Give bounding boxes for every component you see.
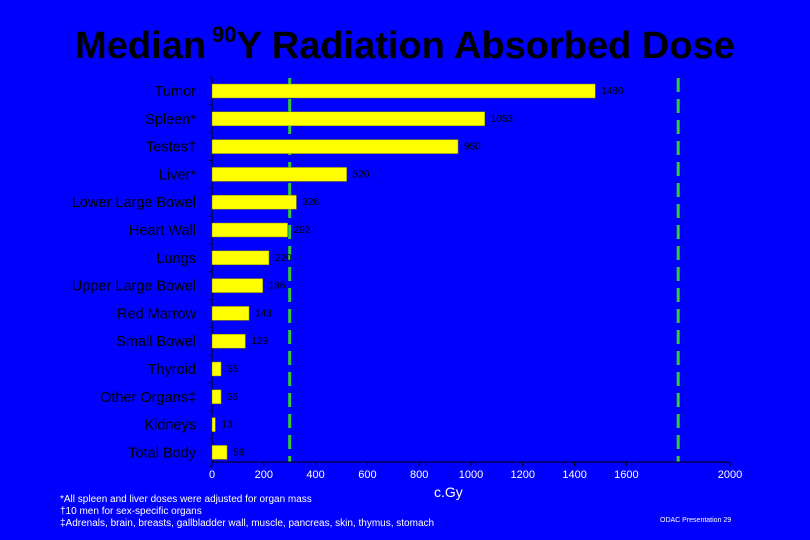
bar: [211, 445, 228, 460]
category-label: Lungs: [156, 251, 196, 267]
bar: [211, 361, 222, 377]
x-tick-label: 1400: [562, 469, 586, 481]
value-label: 35: [227, 392, 239, 403]
category-label: Other Organs‡: [100, 390, 196, 406]
x-tick-label: 800: [410, 469, 428, 481]
bar: [211, 417, 216, 432]
category-label: Upper Large Bowel: [72, 279, 196, 295]
bar: [211, 278, 264, 293]
value-label: 58: [233, 447, 245, 458]
footnotes: *All spleen and liver doses were adjuste…: [60, 494, 434, 530]
title-prefix: Median: [75, 25, 207, 67]
value-label: 196: [269, 281, 286, 292]
x-tick-label: 1200: [511, 469, 535, 481]
category-label: Total Body: [128, 445, 196, 461]
value-label: 1480: [601, 86, 624, 97]
presentation-footer: ODAC Presentation 29: [660, 517, 732, 524]
bar: [211, 250, 270, 266]
x-tick-label: 600: [358, 469, 376, 481]
category-label: Kidneys: [144, 418, 196, 434]
bar: [211, 222, 288, 238]
value-label: 326: [302, 197, 319, 208]
category-label: Spleen*: [145, 112, 196, 128]
category-label: Small Bowel: [116, 334, 196, 350]
value-label: 520: [353, 169, 370, 180]
footnote-1: *All spleen and liver doses were adjuste…: [60, 494, 312, 505]
x-tick-label: 0: [209, 469, 215, 481]
x-tick-label: 1600: [614, 469, 638, 481]
category-label: Testes†: [146, 140, 196, 156]
value-label: 13: [221, 420, 233, 431]
category-label: Heart Wall: [129, 223, 196, 239]
value-label: 950: [464, 142, 481, 153]
title-superscript: 90: [212, 22, 237, 47]
footnote-2: †10 men for sex-specific organs: [60, 506, 202, 517]
x-tick-label: 200: [255, 469, 273, 481]
bar: [211, 333, 246, 349]
bar: [211, 83, 596, 99]
bar: [211, 111, 485, 127]
category-label: Lower Large Bowel: [72, 195, 196, 211]
value-label: 129: [251, 336, 268, 347]
x-tick-label: 2000: [718, 469, 742, 481]
x-tick-label: 1000: [459, 469, 483, 481]
value-label: 1053: [491, 114, 514, 125]
title-suffix: Y Radiation Absorbed Dose: [236, 25, 735, 67]
value-label: 292: [294, 225, 311, 236]
x-axis-label: c.Gy: [434, 484, 463, 500]
value-label: 35: [227, 364, 239, 375]
value-label: 220: [275, 253, 292, 264]
bar: [211, 306, 250, 321]
category-label: Thyroid: [148, 362, 196, 378]
bar: [211, 194, 297, 210]
bar: [211, 389, 222, 405]
bar: [211, 167, 347, 182]
value-label: 143: [255, 308, 272, 319]
category-label: Tumor: [155, 84, 197, 100]
bar: [211, 139, 459, 154]
footnote-3: ‡Adrenals, brain, breasts, gallbladder w…: [60, 518, 435, 529]
chart-title: Median 90Y Radiation Absorbed Dose: [0, 22, 810, 68]
category-label: Red Marrow: [117, 306, 196, 322]
x-tick-label: 400: [306, 469, 324, 481]
category-label: Liver*: [159, 167, 196, 183]
